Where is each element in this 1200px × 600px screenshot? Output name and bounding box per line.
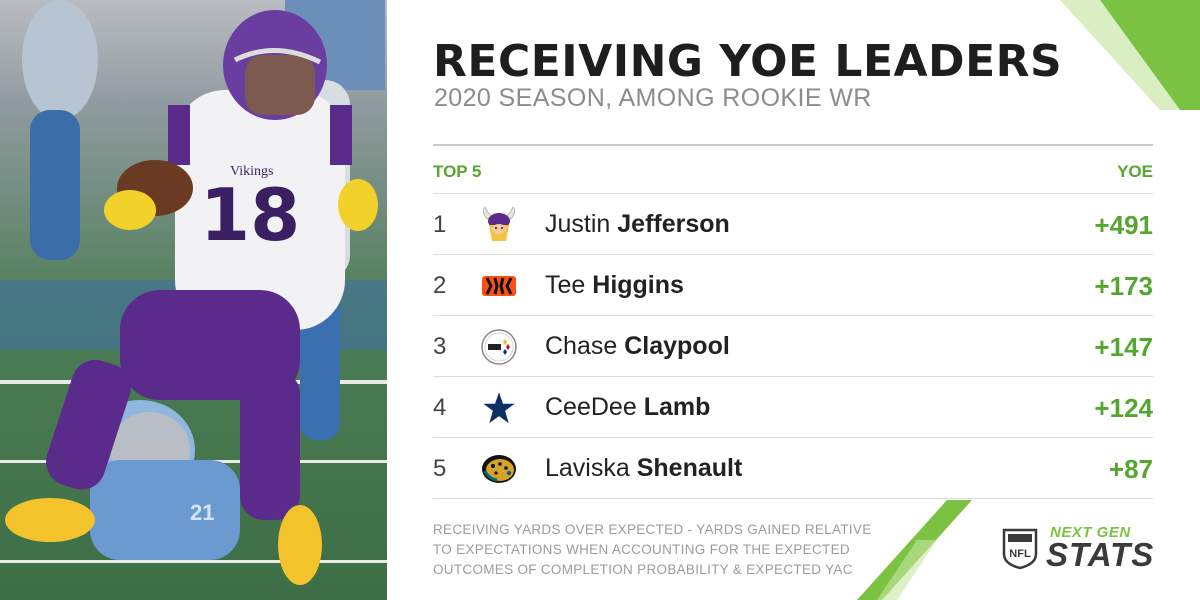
bottom-accent-stripe — [857, 500, 972, 600]
player-name: Chase Claypool — [545, 332, 730, 360]
player-name: Justin Jefferson — [545, 210, 730, 238]
leaderboard-panel: RECEIVING YOE LEADERS 2020 SEASON, AMONG… — [387, 0, 1200, 600]
bengals-logo-icon — [482, 276, 516, 296]
rank: 4 — [433, 394, 447, 421]
rank: 5 — [433, 455, 447, 482]
brand-stats: STATS — [1046, 536, 1155, 573]
svg-text:NFL: NFL — [1009, 548, 1031, 560]
nfl-shield-icon: NFL — [1002, 528, 1038, 570]
table-row: 2 Tee Higgins +173 — [433, 255, 1153, 316]
table-row: 4 CeeDee Lamb +124 — [433, 377, 1153, 438]
table-row: 1 Justin Jefferson +491 — [433, 194, 1153, 255]
table-header: TOP 5 YOE — [433, 162, 1153, 182]
yoe-value: +124 — [1094, 393, 1153, 423]
leaderboard-table: 1 Justin Jefferson +491 2 Tee Higgins +1… — [433, 194, 1153, 499]
next-gen-stats-logo: NFL NEXT GEN STATS — [1002, 524, 1162, 574]
table-row: 3 Chase Claypool +147 — [433, 316, 1153, 377]
cowboys-star-icon — [479, 388, 519, 427]
jaguars-logo-icon — [482, 455, 516, 483]
page-title: RECEIVING YOE LEADERS — [433, 36, 1063, 87]
rank: 1 — [433, 211, 447, 238]
player-name: Laviska Shenault — [545, 454, 743, 482]
rank: 3 — [433, 333, 447, 360]
top5-label: TOP 5 — [433, 162, 482, 181]
yoe-value: +491 — [1094, 210, 1153, 240]
page-subtitle: 2020 SEASON, AMONG ROOKIE WR — [434, 84, 872, 112]
brand-next-gen: NEXT GEN — [1050, 524, 1131, 541]
yoe-value: +147 — [1094, 332, 1153, 362]
svg-text:21: 21 — [190, 500, 214, 525]
steelers-logo-icon — [481, 329, 517, 365]
yoe-column-label: YOE — [1117, 162, 1153, 181]
player-name: Tee Higgins — [545, 271, 684, 299]
divider — [433, 193, 1153, 194]
svg-text:Vikings: Vikings — [230, 164, 274, 179]
yoe-definition-footnote: RECEIVING YARDS OVER EXPECTED - YARDS GA… — [433, 522, 872, 577]
divider — [433, 144, 1153, 146]
yoe-value: +87 — [1108, 454, 1153, 484]
player-photo: 21 18 Vikings — [0, 0, 387, 600]
yoe-value: +173 — [1094, 271, 1153, 301]
svg-text:18: 18 — [200, 173, 300, 257]
corner-accent-stripe — [1060, 0, 1200, 110]
table-row: 5 Laviska Shenault +87 — [433, 438, 1153, 499]
player-name: CeeDee Lamb — [545, 393, 711, 421]
vikings-logo-icon — [483, 206, 515, 241]
rank: 2 — [433, 272, 447, 299]
